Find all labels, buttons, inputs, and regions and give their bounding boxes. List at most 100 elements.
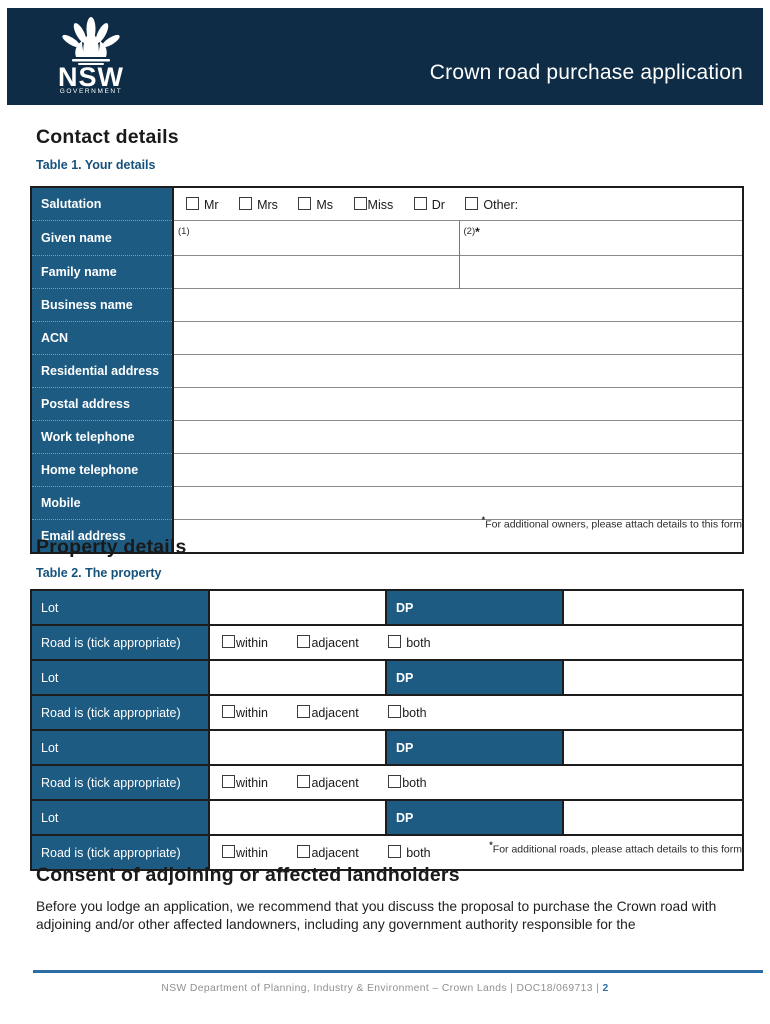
email-address-input[interactable] [173, 519, 743, 553]
mobile-input[interactable] [173, 486, 743, 520]
postal-address-label: Postal address [31, 387, 174, 421]
dp-label-1: DP [385, 589, 564, 626]
footer-text: NSW Department of Planning, Industry & E… [161, 983, 609, 994]
roads-footnote: *For additional roads, please attach det… [489, 840, 742, 856]
logo-sub-text: GOVERNMENT [59, 88, 123, 95]
table-row: Lot DP [30, 659, 744, 696]
lot-label-1: Lot [30, 589, 210, 626]
table-row: Family name [31, 255, 743, 289]
checkbox-other[interactable] [465, 196, 479, 210]
option-label: Mr [204, 197, 219, 212]
checkbox-mrs[interactable] [239, 196, 253, 210]
home-telephone-label: Home telephone [31, 453, 174, 487]
table-row: Salutation Mr Mrs Ms Miss Dr Other: [31, 187, 743, 221]
checkbox-within[interactable] [222, 705, 235, 718]
mobile-label: Mobile [31, 486, 174, 520]
residential-address-label: Residential address [31, 354, 174, 388]
contact-details-heading: Contact details [36, 126, 179, 148]
road-is-label-2: Road is (tick appropriate) [30, 694, 210, 731]
checkbox-miss[interactable] [353, 196, 367, 210]
dp-input-3[interactable] [562, 729, 744, 766]
salutation-options-cell: Mr Mrs Ms Miss Dr Other: [173, 187, 743, 221]
lot-input-4[interactable] [208, 799, 387, 836]
dp-input-2[interactable] [562, 659, 744, 696]
property-details-heading: Property details [36, 536, 187, 558]
consent-paragraph: Before you lodge an application, we reco… [36, 899, 717, 933]
table-row: Residential address [31, 354, 743, 388]
option-label: Mrs [257, 197, 278, 212]
lot-input-3[interactable] [208, 729, 387, 766]
consent-heading: Consent of adjoining or affected landhol… [36, 864, 460, 886]
postal-address-input[interactable] [173, 387, 743, 421]
option-label: Ms [316, 197, 334, 212]
table-row: Given name (1) (2)* [31, 220, 743, 256]
checkbox-adjacent[interactable] [297, 705, 311, 718]
table2-caption: Table 2. The property [36, 566, 162, 580]
table-row: Lot DP [30, 589, 744, 626]
dp-label-2: DP [385, 659, 564, 696]
checkbox-adjacent[interactable] [297, 635, 311, 648]
table-row: Business name [31, 288, 743, 322]
email-address-label: Email address [31, 519, 174, 553]
checkbox-dr[interactable] [413, 196, 427, 210]
checkbox-both[interactable] [388, 705, 402, 718]
table-row: ACN [31, 321, 743, 355]
business-name-input[interactable] [173, 288, 743, 322]
family-name-input-1[interactable] [173, 255, 459, 289]
checkbox-within[interactable] [222, 845, 235, 858]
road-is-label-3: Road is (tick appropriate) [30, 764, 210, 801]
family-name-input-2[interactable] [458, 255, 743, 289]
table-row: Lot DP [30, 799, 744, 836]
given-name-input-2[interactable]: (2)* [458, 220, 743, 256]
road-is-label-4: Road is (tick appropriate) [30, 834, 210, 871]
dp-input-1[interactable] [562, 589, 744, 626]
given-name-label: Given name [31, 220, 174, 256]
home-telephone-input[interactable] [173, 453, 743, 487]
checkbox-both[interactable] [388, 845, 402, 858]
logo-brand-text: NSW [58, 62, 124, 92]
contact-details-table: Salutation Mr Mrs Ms Miss Dr Other: Give… [30, 186, 744, 554]
table-row: Mobile [31, 486, 743, 520]
lot-label-2: Lot [30, 659, 210, 696]
work-telephone-label: Work telephone [31, 420, 174, 454]
page-number: 2 [602, 983, 609, 994]
dp-input-4[interactable] [562, 799, 744, 836]
option-label: Other: [483, 197, 519, 212]
checkbox-adjacent[interactable] [297, 845, 311, 858]
lot-input-2[interactable] [208, 659, 387, 696]
checkbox-mr[interactable] [186, 196, 199, 210]
acn-input[interactable] [173, 321, 743, 355]
note-1: (1) [178, 226, 190, 237]
road-options-3: within adjacent both [208, 764, 744, 801]
table-row: Postal address [31, 387, 743, 421]
waratah-icon [52, 15, 130, 67]
family-name-label: Family name [31, 255, 174, 289]
note-asterisk: * [475, 225, 480, 239]
work-telephone-input[interactable] [173, 420, 743, 454]
table-row: Road is (tick appropriate) within adjace… [30, 694, 744, 731]
checkbox-both[interactable] [388, 635, 402, 648]
road-is-label-1: Road is (tick appropriate) [30, 624, 210, 661]
residential-address-input[interactable] [173, 354, 743, 388]
road-options-2: within adjacent both [208, 694, 744, 731]
acn-label: ACN [31, 321, 174, 355]
checkbox-adjacent[interactable] [297, 775, 311, 788]
note-2: (2) [463, 226, 476, 237]
salutation-label: Salutation [31, 187, 174, 221]
checkbox-within[interactable] [222, 775, 235, 788]
table1-caption: Table 1. Your details [36, 158, 156, 172]
table-row: Home telephone [31, 453, 743, 487]
property-table: Lot DP Road is (tick appropriate) within… [30, 589, 744, 871]
table-row: Lot DP [30, 729, 744, 766]
table-row: Road is (tick appropriate) within adjace… [30, 624, 744, 661]
given-name-input-1[interactable]: (1) [173, 220, 459, 256]
road-options-1: within adjacent both [208, 624, 744, 661]
lot-label-4: Lot [30, 799, 210, 836]
road-options-4: within adjacent both [208, 834, 744, 871]
table-row: Road is (tick appropriate) within adjace… [30, 834, 744, 871]
document-title: Crown road purchase application [429, 61, 743, 84]
lot-input-1[interactable] [208, 589, 387, 626]
checkbox-within[interactable] [222, 635, 235, 648]
checkbox-both[interactable] [388, 775, 402, 788]
checkbox-ms[interactable] [298, 196, 312, 210]
